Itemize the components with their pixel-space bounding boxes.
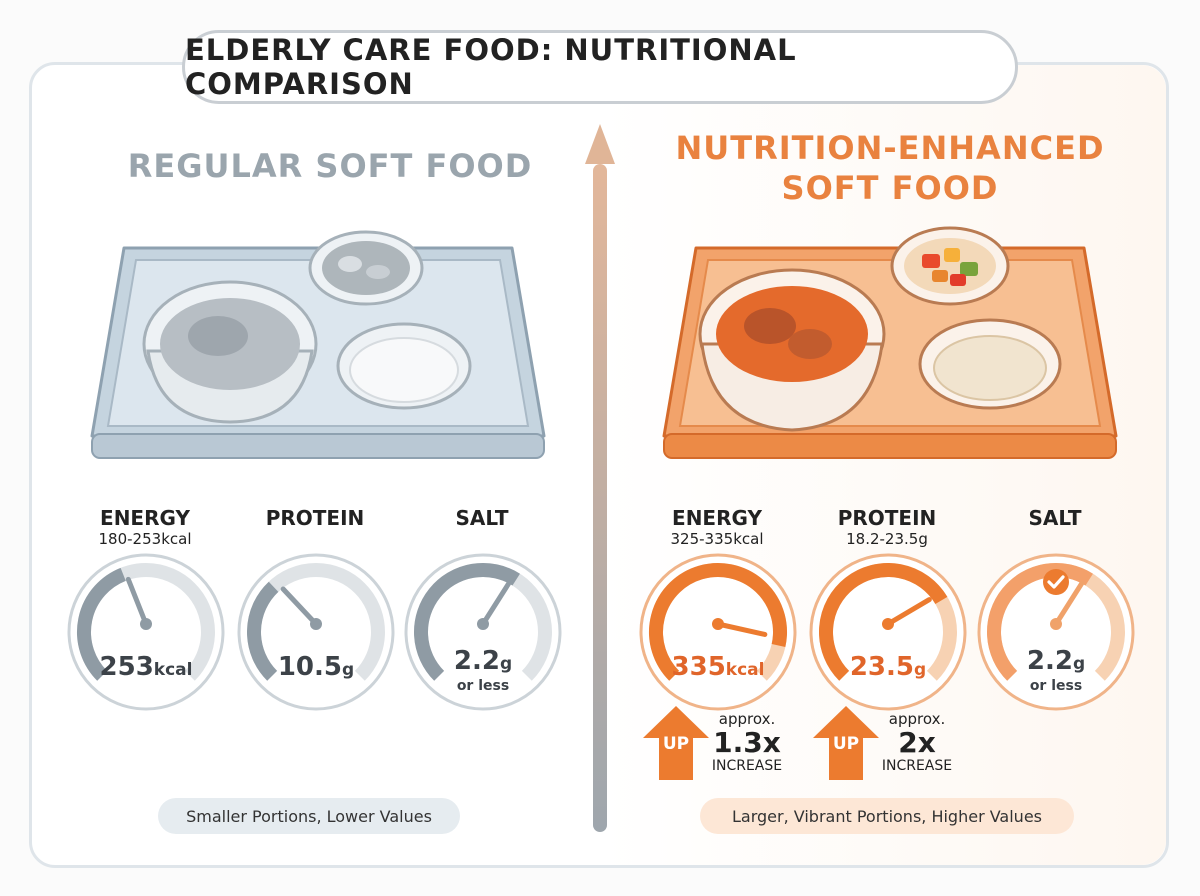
regular-caption: Smaller Portions, Lower Values [158, 798, 460, 834]
gauge-fill [77, 567, 126, 681]
gauge-needle [480, 580, 512, 627]
energy-up-badge: UP [641, 704, 711, 782]
page-title: ELDERLY CARE FOOD: NUTRITIONAL COMPARISO… [185, 33, 797, 101]
gauge-fill [987, 563, 1093, 681]
regular-food-tray-illustration [88, 226, 548, 476]
vertical-arrow-divider [585, 124, 615, 836]
energy-up-label: UP [662, 734, 690, 754]
gauge-pivot [1050, 618, 1062, 630]
regular-salt-unit: g [499, 654, 513, 674]
regular-energy-gauge: 253kcal [66, 552, 226, 712]
regular-energy-value: 253kcal [66, 652, 226, 682]
gauge-face [639, 553, 797, 711]
enhanced-heading-line-1: NUTRITION-ENHANCED [675, 129, 1105, 167]
regular-protein-label: PROTEIN [265, 506, 365, 530]
regular-salt-label: SALT [455, 506, 509, 530]
enhanced-energy-label: ENERGY [672, 506, 762, 530]
arrow-shaft [593, 164, 607, 832]
arrow-head [585, 124, 615, 164]
regular-protein-number: 10.5 [277, 652, 342, 682]
enhanced-energy-number: 335 [671, 652, 726, 682]
gauge-needle [280, 586, 319, 627]
enhanced-salt-number: 2.2 [1026, 646, 1073, 676]
protein-up-badge: UP [811, 704, 881, 782]
regular-energy-range: 180-253kcal [98, 530, 192, 548]
protein-multiplier: 2x [898, 726, 936, 759]
enhanced-protein-label: PROTEIN [837, 506, 937, 530]
energy-approx: approx. [718, 710, 776, 728]
enhanced-protein-number: 23.5 [849, 652, 914, 682]
regular-energy-number: 253 [99, 652, 154, 682]
gauge-face [809, 553, 967, 711]
enhanced-protein-unit: g [913, 660, 927, 680]
gauge-face [404, 553, 562, 711]
energy-multiplier: 1.3x [713, 726, 781, 759]
enhanced-caption: Larger, Vibrant Portions, Higher Values [700, 798, 1074, 834]
gauge-pivot [477, 618, 489, 630]
regular-energy-label: ENERGY [100, 506, 190, 530]
gauge-face [67, 553, 225, 711]
up-arrow-icon [643, 706, 709, 780]
gauge-face [237, 553, 395, 711]
enhanced-salt-unit: g [1072, 654, 1086, 674]
gauge-fill [414, 563, 520, 681]
regular-salt-number: 2.2 [453, 646, 500, 676]
regular-energy-unit: kcal [153, 660, 193, 680]
enhanced-energy-value: 335kcal [638, 652, 798, 682]
protein-increase-word: INCREASE [881, 758, 953, 774]
gauge-pivot [712, 618, 724, 630]
regular-salt-sub: or less [456, 678, 510, 694]
gauge-fill [247, 581, 279, 681]
protein-increase-text: approx. 2x INCREASE [862, 710, 972, 774]
enhanced-salt-label: SALT [1028, 506, 1082, 530]
gauge-needle [885, 597, 932, 627]
energy-increase-text: approx. 1.3x INCREASE [692, 710, 802, 774]
regular-protein-gauge: 10.5g [236, 552, 396, 712]
enhanced-energy-range: 325-335kcal [670, 530, 764, 548]
enhanced-energy-gauge: 335kcal [638, 552, 798, 712]
enhanced-protein-range: 18.2-23.5g [846, 530, 928, 548]
gauge-fill [819, 563, 948, 681]
gauge-pivot [310, 618, 322, 630]
regular-salt-gauge: 2.2g or less [403, 552, 563, 712]
enhanced-heading-line-2: SOFT FOOD [781, 169, 999, 207]
enhanced-salt-gauge: 2.2g or less [976, 552, 1136, 712]
protein-up-label: UP [832, 734, 860, 754]
enhanced-food-tray-illustration [660, 226, 1120, 476]
regular-salt-value: 2.2g [403, 646, 563, 676]
gauge-pivot [140, 618, 152, 630]
check-circle-icon [1043, 569, 1069, 595]
enhanced-protein-gauge: 23.5g [808, 552, 968, 712]
up-arrow-icon [813, 706, 879, 780]
enhanced-energy-unit: kcal [725, 660, 765, 680]
enhanced-protein-value: 23.5g [808, 652, 968, 682]
gauge-pivot [882, 618, 894, 630]
energy-increase-word: INCREASE [711, 758, 783, 774]
gauge-needle [715, 621, 768, 637]
title-banner: ELDERLY CARE FOOD: NUTRITIONAL COMPARISO… [182, 30, 1018, 104]
regular-heading: REGULAR SOFT FOOD [127, 147, 533, 185]
gauge-needle [1053, 580, 1085, 627]
enhanced-salt-sub: or less [1029, 678, 1083, 694]
protein-approx: approx. [888, 710, 946, 728]
enhanced-salt-value: 2.2g [976, 646, 1136, 676]
regular-protein-value: 10.5g [236, 652, 396, 682]
regular-protein-unit: g [341, 660, 355, 680]
gauge-needle [125, 576, 149, 627]
gauge-face [977, 553, 1135, 711]
gauge-fill [649, 563, 787, 681]
enhanced-heading: NUTRITION-ENHANCED SOFT FOOD [640, 128, 1140, 208]
